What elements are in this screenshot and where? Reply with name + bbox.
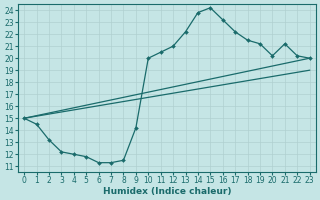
X-axis label: Humidex (Indice chaleur): Humidex (Indice chaleur) [103,187,231,196]
